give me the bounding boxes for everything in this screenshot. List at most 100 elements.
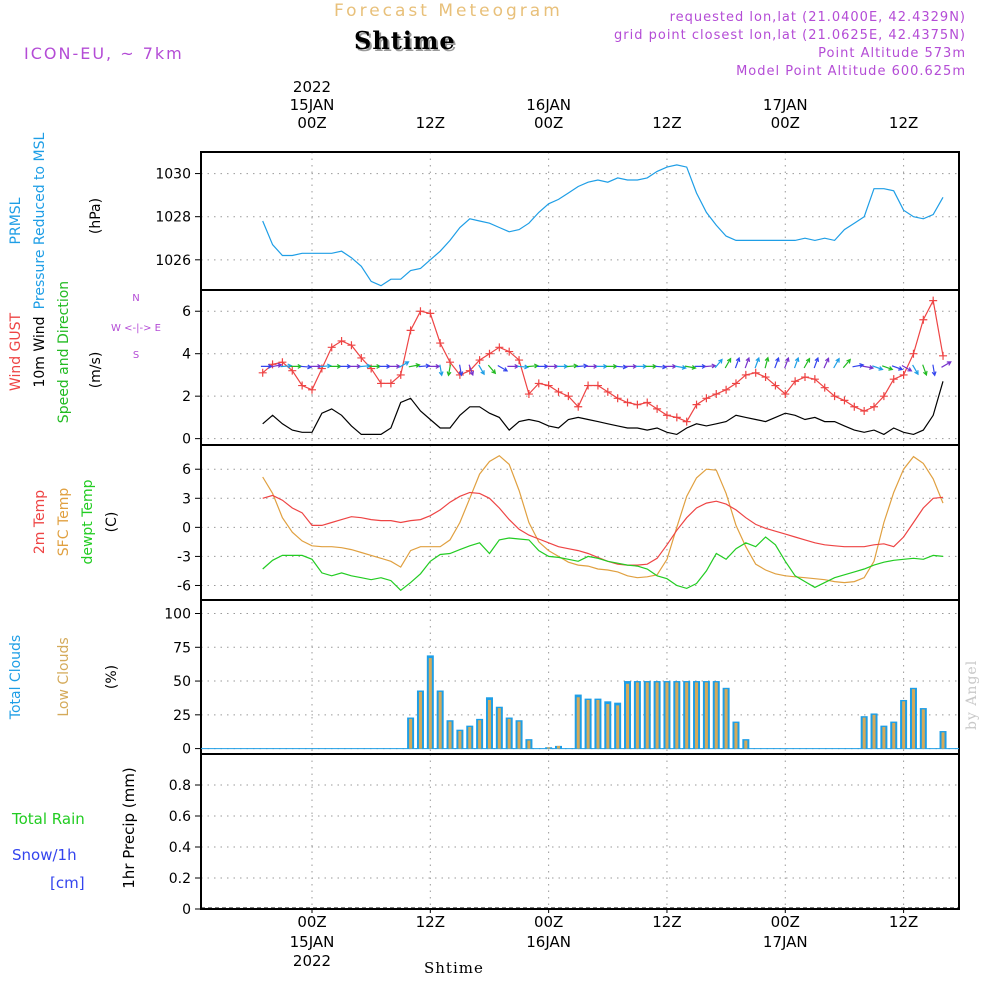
y-tick-label: 6 <box>182 304 191 320</box>
gust-marker <box>308 385 316 394</box>
wind-direction-arrow <box>270 363 283 368</box>
wind-direction-arrow <box>428 363 441 369</box>
wind-direction-arrow <box>684 365 697 370</box>
gust-marker <box>653 404 662 413</box>
wind-direction-arrow <box>379 363 392 369</box>
gust-marker <box>574 402 583 411</box>
low-cloud-bar <box>626 683 630 749</box>
gust-marker <box>603 387 612 396</box>
location-title: Shtime <box>354 26 456 55</box>
time-tick-bottom: 00Z <box>534 913 563 931</box>
pressure-unit: (hPa) <box>88 198 104 234</box>
wind-direction-arrow <box>764 356 770 369</box>
gust-marker <box>672 413 681 422</box>
wind-direction-arrow <box>833 357 840 369</box>
low-cloud-bar <box>744 740 748 749</box>
rain-label: Total Rain <box>11 810 85 828</box>
low-cloud-bar <box>557 745 560 749</box>
y-tick-label: 100 <box>164 607 191 623</box>
y-tick-label: 6 <box>182 462 191 478</box>
time-tick-top: 00Z <box>534 114 563 132</box>
y-tick-label: 75 <box>173 640 191 656</box>
gust-marker <box>830 392 839 401</box>
wind-direction-arrow <box>655 364 668 370</box>
low-cloud-bar <box>468 726 472 749</box>
wind-direction-arrow <box>813 356 820 369</box>
gust-marker <box>909 349 918 358</box>
wind-direction-arrow <box>823 357 830 369</box>
gust-marker <box>396 370 405 379</box>
panel-frame <box>200 753 960 910</box>
gust-marker <box>692 400 701 409</box>
panel-frame <box>200 289 960 446</box>
day-label-top: 16JAN <box>526 96 571 114</box>
low-cloud-bar <box>704 682 708 749</box>
sfc-temp-series <box>262 454 944 584</box>
time-tick-bottom: 12Z <box>416 913 445 931</box>
wind-direction-arrow <box>912 364 919 376</box>
wind-direction-arrow <box>408 363 421 368</box>
y-tick-label: -6 <box>177 578 191 594</box>
time-tick-bottom: 00Z <box>771 913 800 931</box>
grid-point-coords: grid point closest lon,lat (21.0625E, 42… <box>614 28 966 43</box>
wind-direction-arrow <box>527 363 540 369</box>
gust-marker <box>495 343 504 352</box>
gust-marker <box>258 368 267 377</box>
y-tick-label: -3 <box>177 549 191 565</box>
wind-direction-arrow <box>389 363 402 369</box>
gust-marker <box>781 390 790 399</box>
time-tick-top: 12Z <box>889 114 918 132</box>
low-cloud-bar <box>448 721 452 749</box>
low-cloud-bar <box>724 689 728 749</box>
gust-marker <box>662 411 671 420</box>
time-tick-top: 00Z <box>297 114 326 132</box>
wind-direction-arrow <box>280 363 293 369</box>
gust-marker <box>860 407 869 416</box>
gust-marker <box>633 400 642 409</box>
low-cloud-bar <box>635 682 639 749</box>
low-cloud-bar <box>714 682 718 749</box>
day-label-bottom: 16JAN <box>526 933 571 951</box>
gust-marker <box>879 392 888 401</box>
y-tick-label: 0 <box>182 742 191 758</box>
low-cloud-bar <box>596 699 600 749</box>
wind-direction-arrow <box>842 358 852 369</box>
precip-unit: 1hr Precip (mm) <box>120 767 138 888</box>
temp-2m-label: 2m Temp <box>32 490 48 554</box>
gust-marker <box>534 379 543 388</box>
model-label: ICON-EU, ~ 7km <box>24 44 184 63</box>
low-cloud-bar <box>517 721 521 749</box>
low-cloud-bar <box>872 714 876 749</box>
gust-series <box>262 298 944 423</box>
snow-label: Snow/1h <box>12 846 77 864</box>
wind-speed-series <box>262 381 944 436</box>
y-tick-label: 0 <box>182 520 191 536</box>
wind-direction-arrow <box>576 363 589 369</box>
wind-direction-arrow <box>517 364 530 370</box>
low-cloud-bar <box>458 731 462 749</box>
wind-direction-arrow <box>862 365 875 370</box>
gust-marker <box>731 379 740 388</box>
wind-direction-arrow <box>359 363 372 369</box>
gust-marker <box>475 356 484 365</box>
gust-label: Wind GUST <box>8 312 24 391</box>
gust-marker <box>593 381 602 390</box>
low-cloud-bar <box>734 722 738 749</box>
gust-marker <box>436 339 445 348</box>
gust-marker <box>771 381 780 390</box>
gust-marker <box>524 390 533 399</box>
panel-frame <box>200 151 960 291</box>
wind-direction-arrow <box>774 356 780 369</box>
low-cloud-bar <box>527 740 531 749</box>
wind-direction-arrow <box>665 363 678 369</box>
gust-marker <box>682 417 691 426</box>
low-cloud-bar <box>478 720 482 749</box>
total-clouds-label: Total Clouds <box>8 635 24 720</box>
wind-direction-arrow <box>507 363 520 369</box>
year-label-bottom: 2022 <box>293 952 331 970</box>
wind-direction-arrow <box>300 364 313 370</box>
low-cloud-bar <box>921 709 925 749</box>
pressure-label-short: PRMSL <box>8 197 24 244</box>
gust-marker <box>337 336 346 345</box>
low-cloud-bar <box>862 717 866 749</box>
